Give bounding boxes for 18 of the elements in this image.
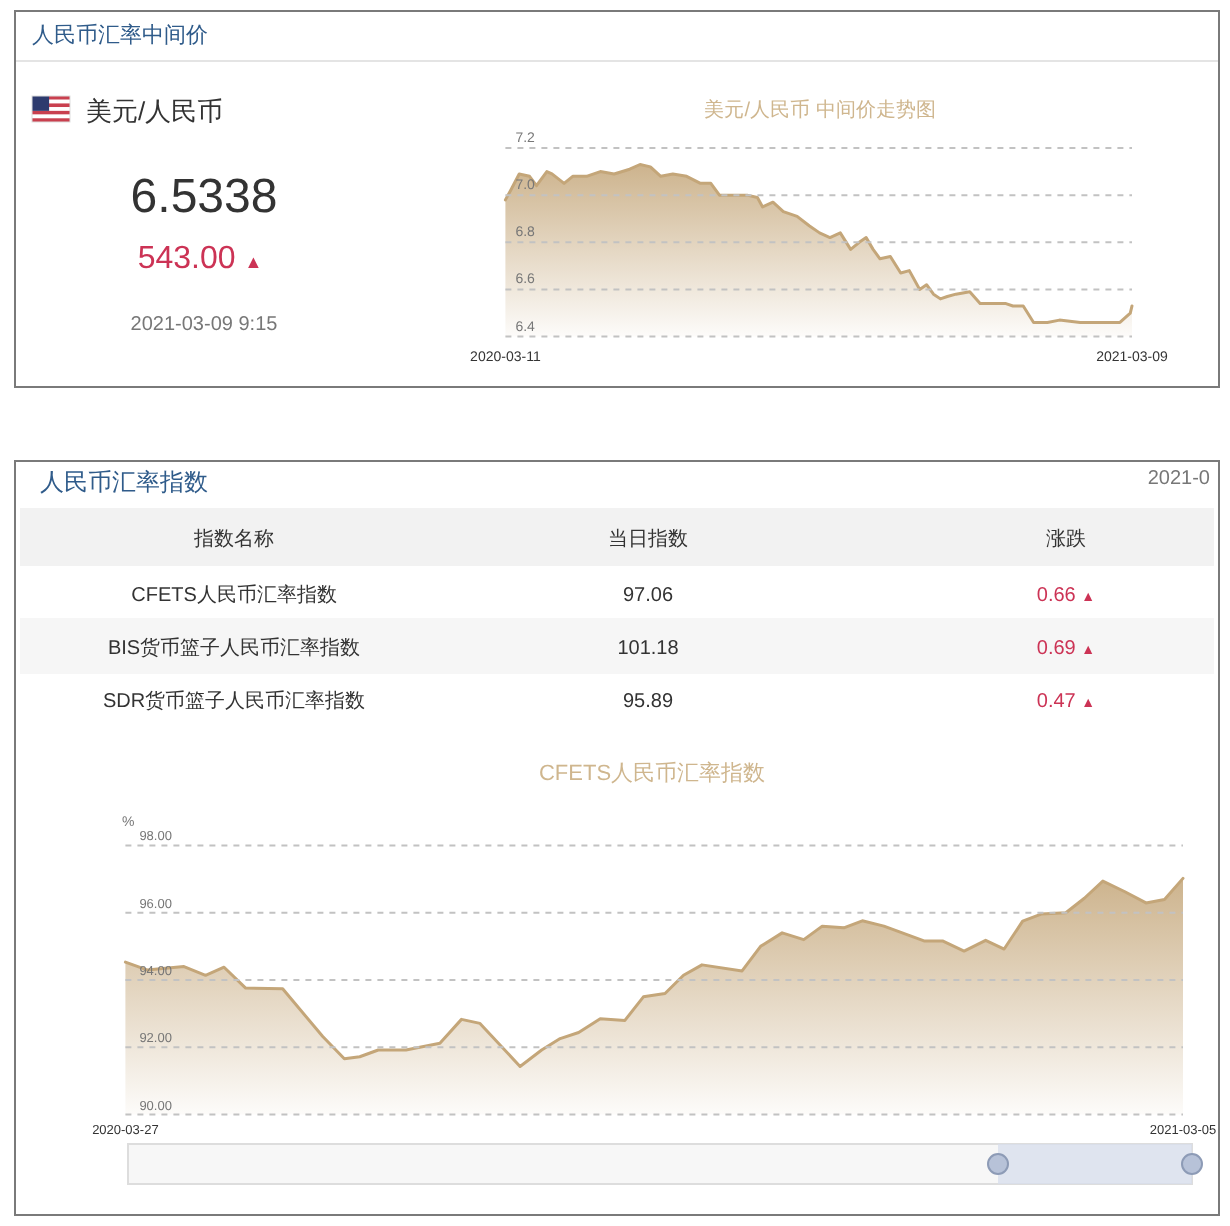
text: 涨跌 — [1046, 527, 1086, 551]
text: 美元/人民币 — [86, 96, 224, 126]
text: 人民币汇率中间价 — [32, 22, 208, 48]
chart-title: CFETS人民币汇率指数 — [538, 760, 766, 786]
text: 指数名称 — [192, 527, 274, 551]
text: 97.06 — [622, 585, 674, 607]
text: 101.18 — [617, 638, 680, 660]
text: BIS货币篮子人民币汇率指数 — [107, 636, 361, 660]
text: 543.00 ▲ — [137, 242, 263, 276]
text: 2021-03-09 9:15 — [130, 314, 279, 336]
text: 当日指数 — [608, 527, 688, 551]
chart-title: 美元/人民币 中间价走势图 — [704, 98, 936, 122]
text: 95.89 — [622, 691, 674, 713]
text: CFETS人民币汇率指数 — [131, 583, 337, 607]
text: SDR货币篮子人民币汇率指数 — [102, 689, 366, 713]
text: 2021-0 — [1147, 468, 1211, 490]
text: 人民币汇率指数 — [40, 468, 208, 496]
text: 6.5338 — [130, 170, 278, 224]
